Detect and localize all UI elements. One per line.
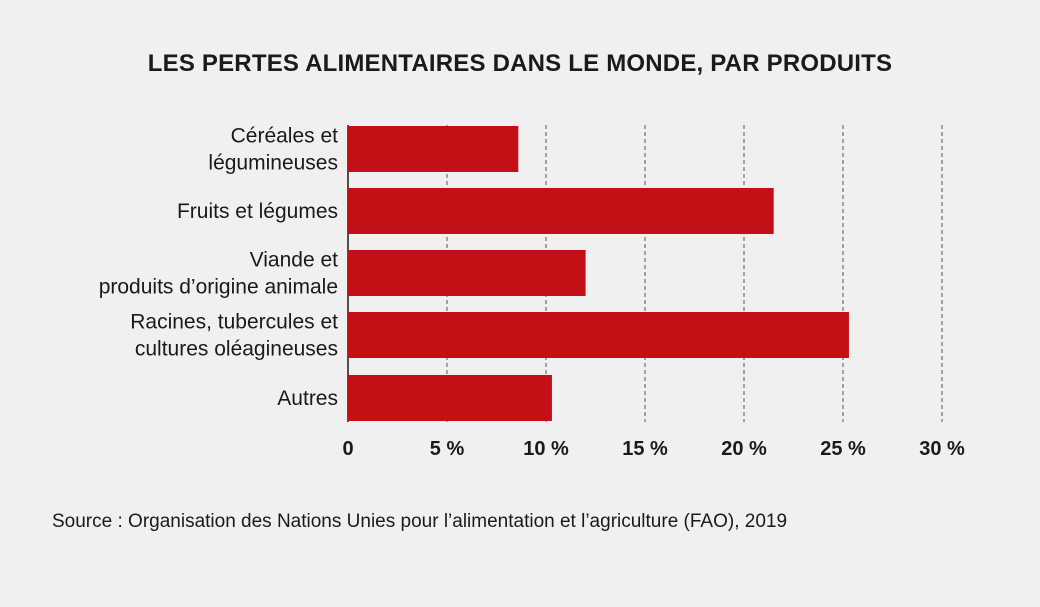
x-tick-label: 30 % — [919, 438, 965, 460]
bars — [348, 126, 849, 421]
bar — [348, 375, 552, 421]
x-tick-label: 15 % — [622, 438, 668, 460]
x-axis-ticks: 0 5 % 10 % 15 % 20 % 25 % 30 % — [342, 438, 965, 460]
source-note: Source : Organisation des Nations Unies … — [52, 511, 788, 532]
category-label: Céréales et légumineuses — [208, 125, 338, 175]
category-label: Viande et produits d’origine animale — [99, 249, 338, 299]
x-tick-label: 0 — [342, 438, 353, 460]
category-label: Racines, tubercules et cultures oléagineu… — [130, 311, 338, 361]
bar — [348, 312, 849, 358]
bar — [348, 126, 519, 172]
x-tick-label: 25 % — [820, 438, 866, 460]
chart-title: LES PERTES ALIMENTAIRES DANS LE MONDE, P… — [147, 50, 893, 77]
bar — [348, 250, 586, 296]
bar — [348, 188, 774, 234]
category-label: Fruits et légumes — [177, 200, 338, 223]
x-tick-label: 10 % — [523, 438, 569, 460]
category-label: Autres — [277, 387, 338, 410]
x-tick-label: 20 % — [721, 438, 767, 460]
category-labels: Céréales et légumineuses Fruits et légumes… — [99, 125, 338, 411]
x-tick-label: 5 % — [430, 438, 465, 460]
